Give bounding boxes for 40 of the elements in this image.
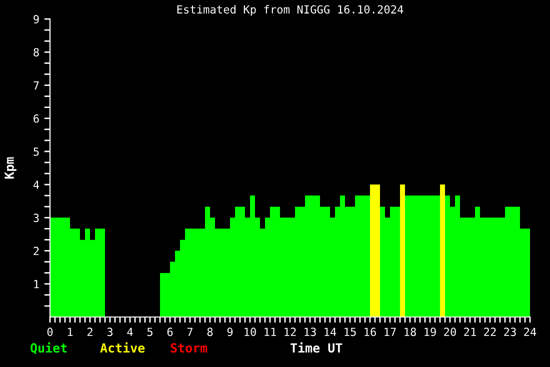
y-tick-label: 3 — [34, 214, 39, 222]
x-tick-label: 9 — [227, 328, 233, 336]
x-tick-label: 24 — [524, 328, 536, 336]
x-axis-title: Time UT — [290, 342, 342, 353]
x-tick-label: 16 — [364, 328, 376, 336]
x-tick-label: 19 — [424, 328, 436, 336]
x-tick-label: 17 — [384, 328, 396, 336]
y-tick-label: 5 — [34, 148, 39, 156]
x-tick-label: 1 — [68, 328, 73, 336]
y-tick-label: 6 — [34, 114, 39, 123]
x-tick-label: 10 — [244, 328, 256, 336]
x-tick-label: 22 — [484, 328, 496, 336]
x-tick-label: 5 — [147, 328, 152, 336]
x-tick-label: 21 — [464, 328, 476, 336]
chart-title: Estimated Kp from NIGGG 16.10.2024 — [177, 5, 404, 16]
x-tick-label: 15 — [344, 328, 356, 336]
x-tick-label: 2 — [87, 328, 92, 336]
x-tick-label: 18 — [404, 328, 416, 336]
text: Active — [100, 342, 145, 353]
x-tick-label: 20 — [444, 328, 456, 336]
x-tick-label: 7 — [187, 328, 193, 336]
x-tick-label: 14 — [324, 328, 336, 336]
text: Quiet — [30, 342, 67, 354]
x-tick-label: 23 — [504, 328, 516, 336]
x-tick-label: 8 — [207, 328, 213, 336]
y-tick-label: 1 — [34, 280, 39, 288]
y-tick-label: 4 — [33, 180, 40, 189]
x-tick-label: 6 — [167, 328, 173, 336]
legend-label: Storm — [170, 343, 208, 353]
x-tick-label: 11 — [264, 328, 276, 336]
y-tick-label: 8 — [34, 48, 39, 57]
y-axis-title: Kpm — [4, 157, 16, 179]
x-tick-label: 4 — [127, 328, 133, 336]
x-tick-label: 0 — [47, 328, 53, 336]
y-tick-label: 2 — [34, 246, 39, 256]
x-tick-label: 3 — [107, 328, 113, 336]
y-tick-label: 7 — [34, 81, 39, 90]
x-tick-label: 13 — [304, 328, 316, 336]
y-tick-label: 9 — [34, 15, 39, 24]
x-tick-label: 12 — [284, 328, 296, 336]
